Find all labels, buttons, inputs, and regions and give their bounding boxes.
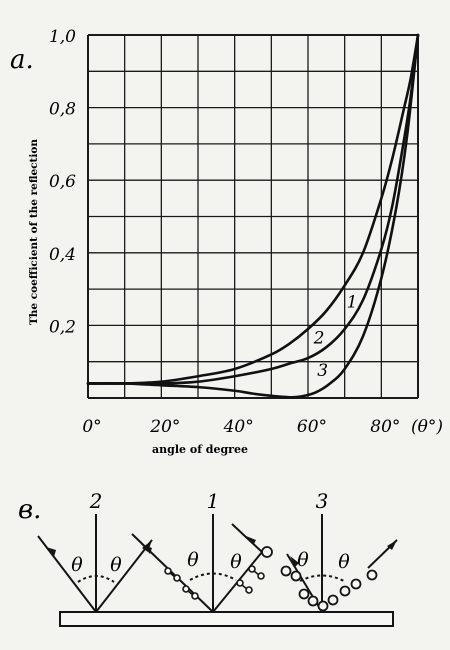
x-axis-unit-label: (θ°) bbox=[411, 417, 443, 437]
angle-arc bbox=[77, 575, 115, 583]
reflection-diagrams: в. 2 θ θ 1 θ θ bbox=[18, 489, 398, 627]
particle-icon bbox=[366, 569, 378, 581]
series-line-3 bbox=[86, 33, 420, 399]
reflection-chart: a. The coefficient of the reflection ang… bbox=[10, 27, 443, 456]
arrow-head-icon bbox=[141, 544, 152, 554]
particle-icon bbox=[261, 546, 273, 558]
diagram-2: 2 θ θ bbox=[37, 489, 153, 613]
angle-theta-label: θ bbox=[297, 549, 309, 571]
y-tick-label: 0,4 bbox=[49, 245, 76, 265]
diagram-2-number: 2 bbox=[89, 489, 103, 513]
particle-icon bbox=[339, 585, 351, 597]
reflecting-surface bbox=[59, 611, 394, 627]
particle-icon bbox=[248, 565, 256, 573]
angle-theta-label: θ bbox=[71, 554, 83, 576]
y-axis-label: The coefficient of the reflection bbox=[28, 139, 40, 325]
y-tick-label: 0,8 bbox=[49, 100, 76, 120]
particle-icon bbox=[350, 578, 362, 590]
series-label-2: 2 bbox=[313, 329, 325, 349]
chart-grid bbox=[87, 34, 419, 399]
particle-icon bbox=[173, 574, 181, 582]
particle-icon bbox=[164, 567, 172, 575]
diagram-3: 3 θ θ bbox=[280, 489, 398, 613]
particle-icon bbox=[327, 594, 339, 606]
arrow-head-icon bbox=[46, 547, 56, 557]
incident-ray bbox=[231, 523, 263, 553]
arrow-head-icon bbox=[387, 540, 397, 550]
particle-icon bbox=[245, 586, 253, 594]
series-label-1: 1 bbox=[347, 292, 358, 312]
chart-series-labels: 1 2 3 bbox=[313, 292, 358, 381]
angle-arc bbox=[189, 572, 237, 581]
particle-icon bbox=[257, 572, 265, 580]
y-tick-label: 0,6 bbox=[49, 172, 76, 192]
diagram-3-number: 3 bbox=[316, 489, 329, 513]
diagram-1: 1 θ θ bbox=[131, 489, 273, 613]
particle-icon bbox=[236, 579, 244, 587]
diagram-1-number: 1 bbox=[207, 489, 220, 513]
particle-icon bbox=[182, 585, 190, 593]
angle-theta-label: θ bbox=[110, 554, 122, 576]
x-tick-label: 60° bbox=[297, 417, 327, 437]
arrow-head-icon bbox=[246, 536, 256, 544]
particle-icon bbox=[317, 600, 329, 612]
particle-icon bbox=[298, 588, 310, 600]
y-tick-label: 0,2 bbox=[49, 317, 76, 337]
scattered-particles bbox=[280, 565, 378, 612]
chart-tick-labels: 0,2 0,4 0,6 0,8 1,0 0° 20° 40° 60° 80° bbox=[49, 27, 400, 437]
x-axis-label: angle of degree bbox=[152, 443, 248, 456]
panel-a-letter: a. bbox=[10, 45, 34, 75]
x-tick-label: 0° bbox=[82, 417, 101, 437]
particle-icon bbox=[307, 595, 319, 607]
x-tick-label: 40° bbox=[223, 417, 254, 437]
arrow-head-icon bbox=[142, 540, 152, 552]
particle-icon bbox=[280, 565, 292, 577]
chart-series bbox=[86, 33, 420, 399]
panel-b-letter: в. bbox=[18, 495, 41, 525]
series-label-3: 3 bbox=[317, 361, 328, 381]
dumbbell-particles bbox=[164, 546, 273, 600]
x-tick-label: 80° bbox=[370, 417, 400, 437]
series-line-1 bbox=[86, 33, 420, 385]
angle-theta-label: θ bbox=[338, 551, 350, 573]
series-line-2 bbox=[86, 33, 420, 385]
x-tick-label: 20° bbox=[149, 417, 180, 437]
angle-theta-label: θ bbox=[230, 551, 242, 573]
y-tick-label: 1,0 bbox=[49, 27, 76, 47]
reflected-ray bbox=[95, 539, 153, 613]
particle-icon bbox=[191, 592, 199, 600]
angle-theta-label: θ bbox=[187, 549, 199, 571]
arrow-head-icon bbox=[290, 556, 299, 567]
particle-icon bbox=[290, 570, 302, 582]
